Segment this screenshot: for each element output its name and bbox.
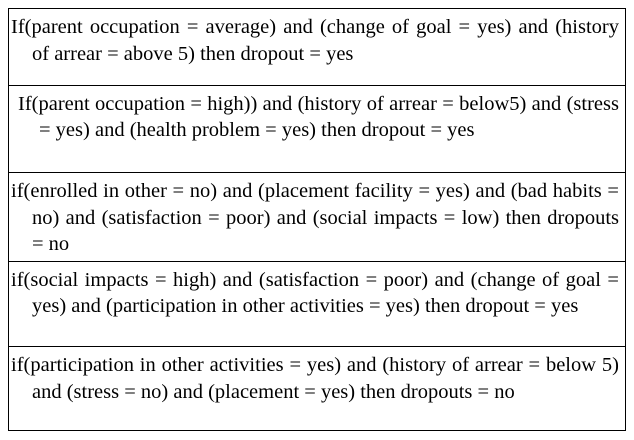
rule-text: If(parent occupation = average) and (cha… (11, 16, 619, 65)
rule-row-3: if(enrolled in other = no) and (placemen… (9, 173, 625, 262)
rule-row-5: if(participation in other activities = y… (9, 347, 625, 430)
rules-table: If(parent occupation = average) and (cha… (8, 8, 626, 431)
rule-text: if(participation in other activities = y… (11, 354, 619, 403)
rule-row-4: if(social impacts = high) and (satisfact… (9, 262, 625, 348)
rule-row-1: If(parent occupation = average) and (cha… (9, 9, 625, 86)
rule-text: if(social impacts = high) and (satisfact… (11, 268, 619, 318)
rule-text: if(enrolled in other = no) and (placemen… (11, 180, 619, 256)
rule-row-2: If(parent occupation = high)) and (histo… (9, 86, 625, 174)
rule-text: If(parent occupation = high)) and (histo… (18, 92, 619, 142)
